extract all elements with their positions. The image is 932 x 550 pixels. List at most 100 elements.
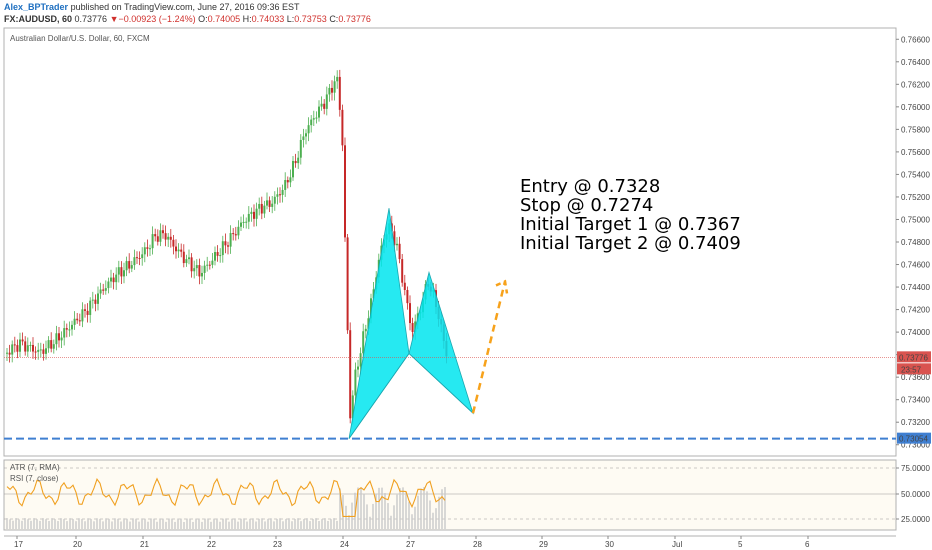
candle-body xyxy=(104,288,107,291)
candle-body xyxy=(195,265,198,269)
candle-body xyxy=(198,265,201,277)
candle-body xyxy=(219,255,222,257)
candle-body xyxy=(55,333,58,345)
change-arrow-icon: ▼ xyxy=(109,14,119,24)
candle-body xyxy=(120,267,123,277)
candle-body xyxy=(203,265,206,273)
candle-body xyxy=(115,274,118,283)
candle-body xyxy=(21,339,24,342)
y-tick-label: 0.73600 xyxy=(901,373,930,382)
candle-body xyxy=(406,289,409,304)
candle-body xyxy=(175,246,177,252)
candle-body xyxy=(302,136,305,140)
candle-body xyxy=(367,318,370,329)
high-value: 0.74033 xyxy=(251,14,285,24)
candle-body xyxy=(237,226,240,236)
candle-body xyxy=(268,200,271,207)
candle-body xyxy=(125,261,128,271)
candle-body xyxy=(76,318,79,321)
candle-body xyxy=(146,247,149,249)
candle-body xyxy=(208,264,211,266)
candle-body xyxy=(271,203,274,207)
y-tick-label: 0.76600 xyxy=(901,35,930,44)
candle-body xyxy=(99,289,102,294)
candle-body xyxy=(409,303,411,324)
high-label: H: xyxy=(242,14,252,24)
candle-body xyxy=(344,145,346,238)
candle-body xyxy=(229,233,232,247)
candle-body xyxy=(156,236,159,242)
candle-body xyxy=(143,247,146,255)
candle-body xyxy=(359,353,362,367)
x-tick-label: 20 xyxy=(73,540,82,549)
y-tick-label: 0.74600 xyxy=(901,261,930,270)
y-tick-label: 0.75800 xyxy=(901,125,930,134)
candle-body xyxy=(401,259,404,283)
candle-body xyxy=(333,81,336,93)
publish-info: published on TradingView.com, June 27, 2… xyxy=(70,2,300,12)
candle-body xyxy=(411,323,414,332)
candle-body xyxy=(357,366,359,370)
candle-body xyxy=(151,234,154,249)
candle-body xyxy=(42,349,45,354)
rsi-label: RSI (7, close) xyxy=(10,474,59,483)
candle-body xyxy=(34,351,37,353)
annotation-line: Initial Target 1 @ 0.7367 xyxy=(520,214,741,235)
low-value: 0.73753 xyxy=(294,14,327,24)
candle-body xyxy=(97,293,99,304)
indicator-pane xyxy=(3,459,897,531)
candle-body xyxy=(63,328,66,338)
candle-body xyxy=(172,239,175,247)
candle-body xyxy=(71,324,73,330)
candle-body xyxy=(297,157,300,164)
candle-body xyxy=(45,348,47,354)
candle-body xyxy=(260,203,263,214)
candle-body xyxy=(245,221,248,223)
candle-body xyxy=(331,87,333,93)
candle-body xyxy=(362,331,365,354)
candle-body xyxy=(403,282,406,290)
close-label: C: xyxy=(329,14,339,24)
y-tick-label: 0.75400 xyxy=(901,170,930,179)
x-tick-label: 30 xyxy=(605,540,614,549)
candle-body xyxy=(159,230,162,242)
publish-line: Alex_BPTrader published on TradingView.c… xyxy=(4,1,300,13)
candle-body xyxy=(393,231,396,246)
candle-body xyxy=(68,329,71,331)
candle-body xyxy=(398,243,401,260)
candle-body xyxy=(201,272,203,277)
chart-header: Alex_BPTrader published on TradingView.c… xyxy=(0,0,932,26)
y-tick-label: 0.75000 xyxy=(901,215,930,224)
x-tick-label: 5 xyxy=(738,540,743,549)
candle-body xyxy=(328,87,331,95)
author-link[interactable]: Alex_BPTrader xyxy=(4,2,69,12)
candle-body xyxy=(349,330,352,419)
candle-body xyxy=(50,340,53,349)
candle-body xyxy=(169,236,172,240)
candle-body xyxy=(110,277,112,282)
candle-body xyxy=(255,208,258,219)
candle-body xyxy=(281,189,284,195)
candle-body xyxy=(323,103,326,109)
y-tick-label: 0.76200 xyxy=(901,80,930,89)
open-value: 0.74005 xyxy=(207,14,241,24)
candle-body xyxy=(32,344,34,352)
candle-body xyxy=(292,161,294,178)
candle-body xyxy=(242,221,245,223)
candle-body xyxy=(318,106,320,118)
candle-body xyxy=(81,309,84,322)
candle-body xyxy=(130,265,133,269)
candle-body xyxy=(167,236,170,240)
x-tick-label: Jul xyxy=(672,540,682,549)
low-label: L: xyxy=(286,14,295,24)
candle-body xyxy=(185,259,188,264)
candle-body xyxy=(307,125,310,134)
support-price-tag xyxy=(897,432,931,444)
candle-body xyxy=(299,139,302,158)
pattern-leg xyxy=(348,353,410,439)
candle-body xyxy=(289,177,292,183)
candle-body xyxy=(193,268,196,272)
candle-body xyxy=(91,299,94,301)
candle-body xyxy=(11,344,14,355)
